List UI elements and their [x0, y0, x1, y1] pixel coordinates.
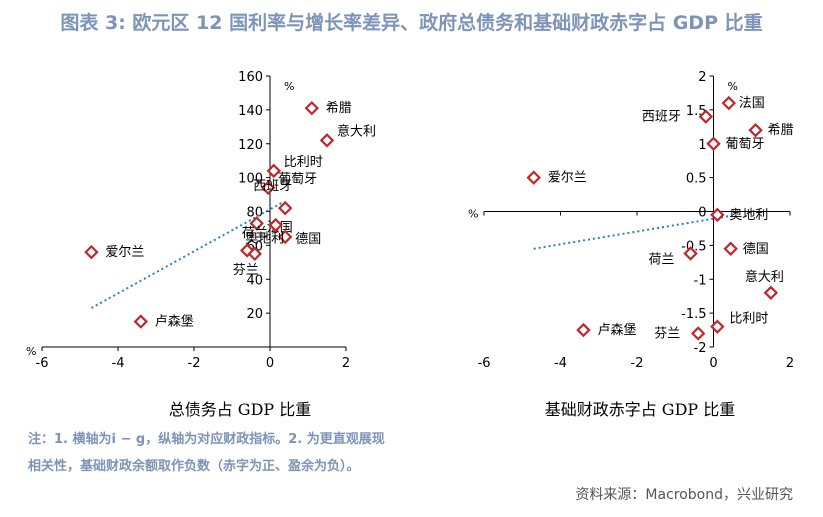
chart2-point-marker: [710, 319, 725, 334]
chart2-point-label: 希腊: [768, 123, 794, 138]
chart1-point-label: 爱尔兰: [105, 245, 144, 260]
chart2-x-tick-label: -6: [478, 356, 491, 371]
chart1-x-tick-label: 0: [266, 356, 274, 371]
chart1-point-marker: [277, 229, 293, 245]
chart1-y-tick-label: 20: [246, 307, 263, 322]
chart2-y-tick-label: -1: [694, 273, 707, 288]
chart1-point-label: 荷兰: [242, 226, 268, 241]
note-line-2: 相关性，基础财政余额取作负数（赤字为正、盈余为负）。: [28, 459, 360, 474]
chart1-x-tick-label: 2: [342, 356, 350, 371]
chart1-point-label: 比利时: [284, 155, 323, 170]
chart2-point-marker: [721, 95, 737, 111]
chart2-x-axis-title: 基础财政赤字占 GDP 比重: [544, 400, 736, 419]
chart2-x-tick-label: -2: [631, 356, 644, 371]
chart1-point-marker: [268, 217, 283, 233]
chart2-point-marker: [690, 326, 706, 341]
chart1-x-tick-label: -4: [112, 356, 125, 371]
source-text: 资料来源：Macrobond，兴业研究: [575, 487, 793, 503]
chart1-point-label: 卢森堡: [155, 314, 194, 330]
chart2-y-tick-label: 2: [698, 70, 706, 85]
chart2-y-tick-label: -2: [694, 341, 707, 356]
chart1-point-label: 意大利: [337, 123, 376, 139]
chart1-point-label: 芬兰: [233, 263, 259, 278]
chart2-x-unit: %: [468, 208, 478, 221]
chart2-point-label: 意大利: [745, 269, 784, 285]
chart2-point-label: 爱尔兰: [548, 171, 587, 186]
chart2-point-marker: [683, 246, 698, 261]
chart2-point-marker: [698, 109, 714, 124]
chart2-point-label: 葡萄牙: [726, 137, 765, 152]
chart1-y-tick-label: 40: [246, 273, 263, 288]
chart1-point-marker: [260, 180, 276, 195]
chart2-point-label: 德国: [743, 242, 769, 257]
chart1-y-tick-label: 140: [238, 104, 263, 119]
chart1-point-label: 奥地利: [245, 231, 284, 246]
chart1-point-label: 葡萄牙: [278, 172, 317, 187]
chart2-point-marker: [763, 285, 779, 301]
chart2-point-label: 奥地利: [729, 208, 768, 223]
chart1-x-axis-title: 总债务占 GDP 比重: [168, 400, 312, 419]
chart1-y-tick-label: 160: [238, 70, 263, 85]
chart2-y-unit: %: [728, 80, 738, 93]
chart1-point-marker: [304, 100, 320, 116]
chart2-point-label: 西班牙: [642, 110, 681, 125]
chart2-point-marker: [576, 322, 591, 338]
chart2-point-marker: [723, 241, 738, 256]
chart2-point-marker: [526, 170, 541, 185]
chart2-x-tick-label: -4: [554, 356, 567, 371]
chart1-y-tick-label: 120: [238, 138, 263, 153]
chart2-point-label: 法国: [739, 96, 765, 111]
chart2-trend-line: [533, 213, 737, 250]
chart2-point-label: 比利时: [729, 312, 768, 327]
chart2-y-tick-label: 0.5: [686, 172, 707, 187]
chart2-point-marker: [706, 136, 721, 151]
chart2-point-marker: [710, 207, 725, 223]
chart2-x-tick-label: 0: [709, 356, 717, 371]
chart1-y-unit: %: [284, 80, 294, 93]
chart2-point-label: 荷兰: [649, 253, 675, 268]
chart1-point-label: 德国: [295, 232, 321, 247]
chart2-y-tick-label: 0: [698, 206, 706, 221]
chart2-x-tick-label: 2: [786, 356, 794, 371]
chart1-y-tick-label: 100: [238, 172, 263, 187]
chart2-y-tick-label: 1: [698, 138, 706, 153]
chart1-y-tick-label: 80: [246, 206, 263, 221]
chart1-x-tick-label: -6: [36, 356, 49, 371]
chart1-point-marker: [249, 216, 264, 231]
chart2-y-tick-label: -1.5: [681, 307, 706, 322]
chart1-point-marker: [247, 246, 263, 262]
chart1-point-marker: [133, 314, 149, 329]
page-title: 图表 3: 欧元区 12 国利率与增长率差异、政府总债务和基础财政赤字占 GDP…: [60, 12, 763, 34]
chart1-point-marker: [277, 200, 293, 216]
chart1-trend-line: [90, 202, 282, 309]
note-line-1: 注：1. 横轴为i − g，纵轴为对应财政指标。2. 为更直观展现: [28, 432, 385, 447]
chart2-point-label: 卢森堡: [597, 322, 636, 338]
chart1-point-label: 希腊: [326, 101, 352, 116]
chart1-point-marker: [319, 133, 335, 148]
chart2-point-label: 芬兰: [654, 326, 680, 341]
chart2-point-marker: [748, 122, 763, 138]
chart1-x-tick-label: -2: [188, 356, 201, 371]
chart1-x-unit: %: [26, 345, 36, 358]
chart1-point-marker: [266, 163, 282, 179]
chart1-point-marker: [84, 244, 99, 260]
chart1-point-label: 西班牙: [253, 179, 292, 194]
